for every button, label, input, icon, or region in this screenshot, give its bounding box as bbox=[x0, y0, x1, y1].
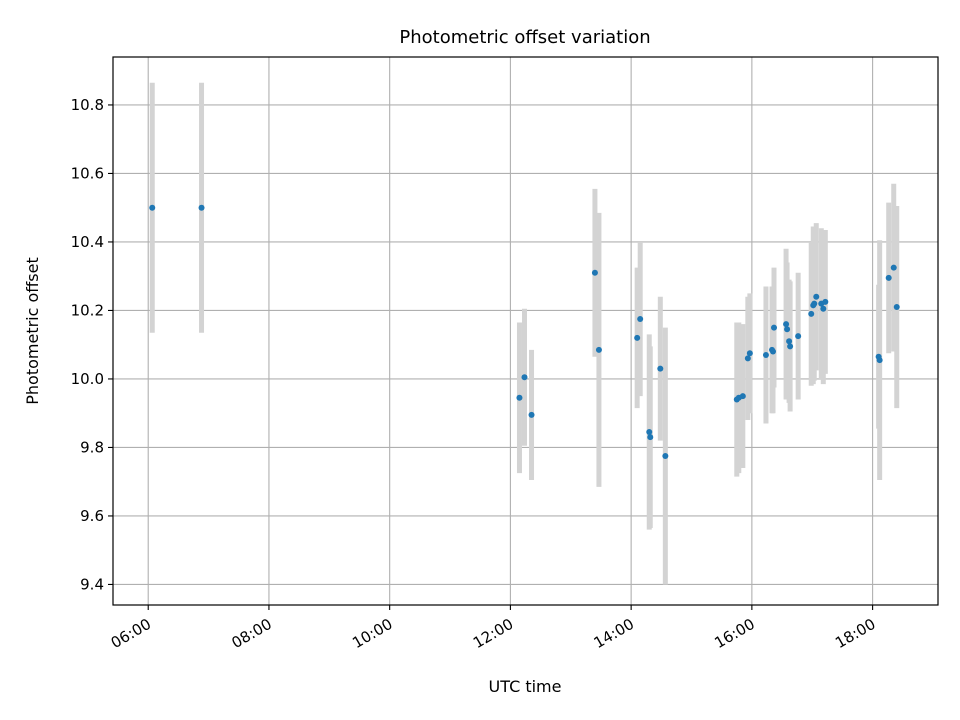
data-point bbox=[890, 264, 897, 271]
data-point bbox=[739, 393, 746, 400]
data-point bbox=[516, 394, 523, 401]
data-point bbox=[783, 321, 790, 328]
data-point bbox=[647, 434, 654, 441]
data-point bbox=[762, 351, 769, 358]
data-point bbox=[795, 333, 802, 340]
data-point bbox=[746, 350, 753, 357]
data-point bbox=[637, 316, 644, 323]
data-point bbox=[771, 324, 778, 331]
data-point bbox=[885, 274, 892, 281]
data-points bbox=[149, 204, 900, 460]
y-tick-label: 9.8 bbox=[80, 438, 104, 456]
data-point bbox=[770, 348, 776, 355]
data-point bbox=[198, 204, 205, 211]
y-tick-label: 10.0 bbox=[71, 370, 104, 388]
x-axis-label: UTC time bbox=[489, 677, 562, 696]
data-point bbox=[521, 374, 528, 381]
data-point bbox=[876, 357, 883, 364]
y-axis-ticks: 9.4 9.6 9.8 10.0 10.2 10.4 10.6 10.8 bbox=[71, 96, 113, 593]
data-point bbox=[528, 411, 535, 418]
data-point bbox=[784, 326, 791, 333]
y-tick-label: 10.8 bbox=[71, 96, 104, 114]
data-point bbox=[646, 429, 653, 436]
data-point bbox=[813, 293, 820, 300]
chart-title: Photometric offset variation bbox=[399, 27, 650, 48]
data-point bbox=[787, 343, 794, 350]
data-point bbox=[591, 269, 598, 276]
y-tick-label: 9.4 bbox=[80, 575, 104, 593]
y-axis-label: Photometric offset bbox=[23, 257, 42, 405]
data-point bbox=[811, 300, 818, 307]
y-tick-label: 9.6 bbox=[80, 507, 104, 525]
data-point bbox=[786, 338, 793, 345]
data-point bbox=[149, 204, 156, 211]
data-point bbox=[808, 310, 815, 317]
y-tick-label: 10.6 bbox=[71, 164, 104, 182]
data-point bbox=[657, 365, 664, 372]
data-point bbox=[822, 298, 829, 305]
data-point bbox=[893, 304, 900, 311]
y-tick-label: 10.4 bbox=[71, 233, 104, 251]
data-point bbox=[595, 346, 602, 353]
data-point bbox=[820, 305, 827, 312]
data-point bbox=[634, 334, 641, 341]
plot-frame bbox=[112, 56, 939, 606]
data-point bbox=[744, 355, 751, 362]
y-tick-label: 10.2 bbox=[71, 301, 104, 319]
data-point bbox=[662, 453, 669, 460]
